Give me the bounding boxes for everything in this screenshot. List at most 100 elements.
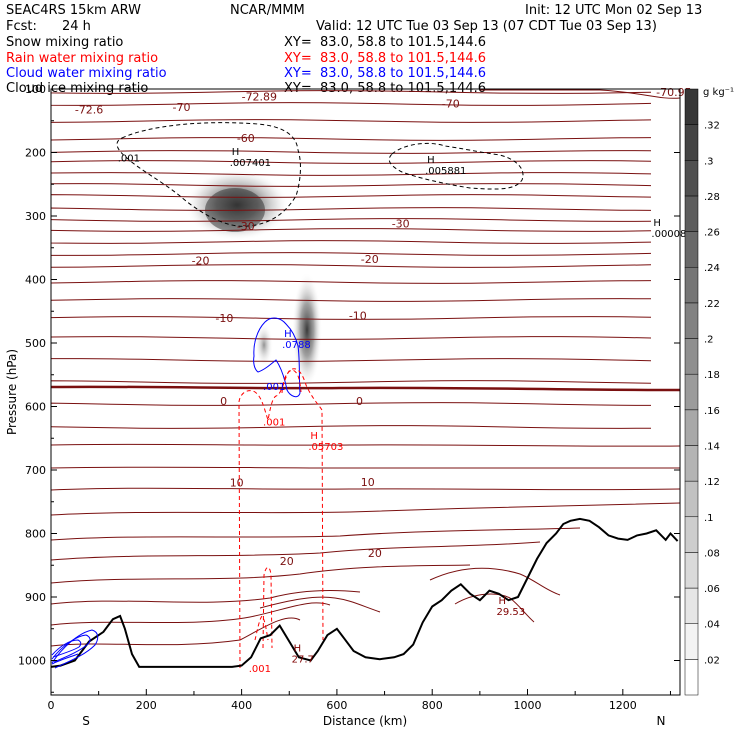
valid-time: Valid: 12 UTC Tue 03 Sep 13 (07 CDT Tue …	[316, 19, 657, 34]
y-tick-label: 600	[25, 401, 46, 414]
temperature-label: -30	[237, 220, 255, 233]
y-axis-label: Pressure (hPa)	[5, 349, 19, 435]
x-tick-label: 400	[231, 699, 252, 712]
y-tick-label: 700	[25, 464, 46, 477]
extremum-marker: H	[284, 329, 292, 340]
colorbar-segment	[684, 266, 699, 304]
colorbar-tick-label: .32	[704, 121, 720, 132]
isotherm-line	[51, 443, 680, 447]
contour-labels: -72.6 -70-72.89-70-70.95-60-30 -30-20 -20-1…	[75, 86, 692, 675]
isotherm-line	[51, 402, 652, 406]
xy-snow: XY= 83.0, 58.8 to 101.5,144.6	[284, 35, 487, 50]
x-tick-label: 800	[422, 699, 443, 712]
center-title: NCAR/MMM	[230, 3, 305, 18]
endpoint-south: S	[82, 714, 90, 728]
colorbar-segment	[684, 373, 699, 411]
extremum-value: .00008	[651, 229, 686, 240]
colorbar-segment	[684, 480, 699, 518]
isotherm-line	[51, 502, 680, 516]
cloud-shade-small	[255, 323, 273, 367]
y-tick-label: 800	[25, 528, 46, 541]
rain-contours	[238, 368, 324, 669]
rain-contour-lower-2	[254, 615, 269, 641]
isotherm-line	[51, 336, 652, 340]
isotherm-line	[51, 240, 652, 244]
y-tick-label: 500	[25, 337, 46, 350]
isotherm-line	[51, 602, 331, 626]
temperature-label: -20	[192, 254, 210, 267]
colorbar-tick-label: .12	[704, 477, 720, 488]
colorbar-segment	[684, 302, 699, 339]
extremum-value: .05703	[308, 442, 343, 453]
x-tick-label: 0	[48, 699, 55, 712]
colorbar-segment	[684, 124, 699, 161]
colorbar-segment	[684, 88, 699, 125]
isotherm-line	[51, 183, 652, 187]
isotherm-line	[51, 280, 652, 284]
isotherm-line	[51, 564, 471, 584]
colorbar-segment	[684, 587, 699, 624]
contour-label: .001	[263, 382, 285, 393]
colorbar-segment	[684, 160, 699, 197]
isotherm-line	[51, 160, 652, 164]
low-cloud-contour-2	[51, 634, 91, 663]
isotherm-line	[51, 228, 652, 232]
temperature-label: -70	[173, 101, 191, 114]
temperature-label: -10	[349, 310, 367, 323]
colorbar-units: g kg⁻¹	[703, 87, 734, 98]
init-time: Init: 12 UTC Mon 02 Sep 13	[525, 3, 703, 18]
extremum-marker: H	[294, 644, 302, 655]
colorbar-tick-label: .18	[704, 370, 720, 381]
isotherm-line	[51, 194, 652, 198]
colorbar-segment	[684, 195, 699, 232]
temperature-label: 10	[230, 477, 244, 490]
extremum-value: 29.53	[497, 607, 526, 618]
rain-contour-main	[238, 368, 324, 669]
extremum-value: 27.7	[292, 655, 314, 666]
temperature-label: -72.89	[242, 91, 277, 104]
y-tick-label: 400	[25, 274, 46, 287]
colorbar-segment	[684, 516, 699, 553]
isotherm-line	[51, 298, 652, 302]
colorbar-segment	[684, 552, 699, 589]
colorbar-segment	[684, 623, 699, 660]
colorbar-tick-label: .16	[704, 406, 720, 417]
isotherm-zero	[51, 385, 680, 392]
contour-label: .001	[118, 154, 140, 165]
colorbar-tick-label: .02	[704, 655, 720, 666]
colorbar-tick-label: .04	[704, 620, 720, 631]
cloud-shade-mid	[292, 272, 322, 388]
colorbar-tick-label: .26	[704, 228, 720, 239]
colorbar-tick-label: .2	[704, 335, 714, 346]
isotherm-line	[259, 596, 381, 613]
colorbar-tick-label: .08	[704, 548, 720, 559]
isotherm-line	[51, 264, 652, 268]
x-tick-label: 600	[326, 699, 347, 712]
fcst-value: 24 h	[62, 19, 91, 34]
isotherm-line	[51, 380, 652, 384]
xy-rain: XY= 83.0, 58.8 to 101.5,144.6	[284, 51, 487, 66]
terrain-line	[50, 517, 679, 668]
ice-contour-upper	[116, 122, 301, 227]
colorbar-tick-label: .3	[704, 156, 714, 167]
extremum-value: .0788	[282, 340, 311, 351]
temperature-label: 0	[220, 395, 227, 408]
y-tick-label: 900	[25, 591, 46, 604]
x-tick-label: 200	[136, 699, 157, 712]
extremum-marker: H	[232, 147, 240, 158]
x-axis-label: Distance (km)	[323, 714, 407, 728]
colorbar-segment	[684, 409, 699, 446]
colorbar-tick-label: .24	[704, 263, 720, 274]
rain-contour-lower-1	[262, 567, 273, 649]
temperature-label: 20	[280, 555, 294, 568]
colorbar: .02 .04 .06 .08 .1 .12 .14 .16 .18 .2 .22 .24 .26 .28…	[684, 87, 734, 696]
terrain-layer	[50, 517, 679, 668]
xy-cloud-water: XY= 83.0, 58.8 to 101.5,144.6	[284, 66, 487, 81]
isotherm-line	[51, 172, 652, 176]
isotherm-line	[51, 589, 361, 605]
plot-frame	[50, 88, 681, 696]
snow-ice-contours	[116, 122, 524, 227]
field-snow: Snow mixing ratio	[6, 35, 124, 50]
isotherm-line	[51, 316, 652, 320]
x-tick-label: 1000	[514, 699, 542, 712]
